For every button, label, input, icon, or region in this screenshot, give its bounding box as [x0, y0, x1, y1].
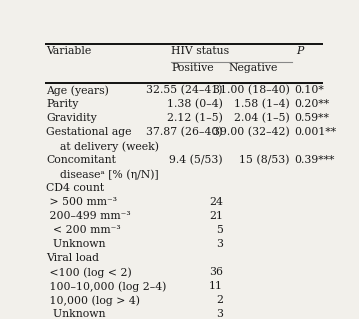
Text: Unknown: Unknown: [46, 309, 106, 319]
Text: 9.4 (5/53): 9.4 (5/53): [169, 155, 223, 165]
Text: 37.87 (26–40): 37.87 (26–40): [146, 127, 223, 137]
Text: P: P: [297, 46, 304, 56]
Text: 0.001**: 0.001**: [294, 127, 336, 137]
Text: 0.10*: 0.10*: [294, 85, 323, 95]
Text: 200–499 mm⁻³: 200–499 mm⁻³: [46, 211, 131, 221]
Text: 24: 24: [209, 197, 223, 207]
Text: 11: 11: [209, 281, 223, 291]
Text: 100–10,000 (log 2–4): 100–10,000 (log 2–4): [46, 281, 167, 292]
Text: HIV status: HIV status: [172, 46, 230, 56]
Text: diseaseᵃ [% (η/N)]: diseaseᵃ [% (η/N)]: [46, 169, 159, 180]
Text: 0.20**: 0.20**: [294, 99, 329, 109]
Text: 39.00 (32–42): 39.00 (32–42): [213, 127, 290, 137]
Text: Parity: Parity: [46, 99, 79, 109]
Text: 31.00 (18–40): 31.00 (18–40): [213, 85, 290, 95]
Text: 36: 36: [209, 267, 223, 277]
Text: 15 (8/53): 15 (8/53): [239, 155, 290, 165]
Text: 21: 21: [209, 211, 223, 221]
Text: 5: 5: [216, 225, 223, 235]
Text: 2: 2: [216, 295, 223, 305]
Text: 2.04 (1–5): 2.04 (1–5): [234, 113, 290, 123]
Text: Viral load: Viral load: [46, 253, 99, 263]
Text: 2.12 (1–5): 2.12 (1–5): [167, 113, 223, 123]
Text: 0.39***: 0.39***: [294, 155, 334, 165]
Text: Concomitant: Concomitant: [46, 155, 116, 165]
Text: 3: 3: [216, 309, 223, 319]
Text: > 500 mm⁻³: > 500 mm⁻³: [46, 197, 117, 207]
Text: 10,000 (log > 4): 10,000 (log > 4): [46, 295, 140, 306]
Text: 3: 3: [216, 239, 223, 249]
Text: Age (years): Age (years): [46, 85, 109, 95]
Text: Positive: Positive: [172, 63, 214, 73]
Text: Gravidity: Gravidity: [46, 113, 97, 123]
Text: < 200 mm⁻³: < 200 mm⁻³: [46, 225, 121, 235]
Text: Variable: Variable: [46, 46, 92, 56]
Text: 32.55 (24–41): 32.55 (24–41): [146, 85, 223, 95]
Text: 1.38 (0–4): 1.38 (0–4): [167, 99, 223, 109]
Text: Unknown: Unknown: [46, 239, 106, 249]
Text: Negative: Negative: [229, 63, 278, 73]
Text: at delivery (week): at delivery (week): [46, 141, 159, 152]
Text: <100 (log < 2): <100 (log < 2): [46, 267, 132, 278]
Text: CD4 count: CD4 count: [46, 183, 104, 193]
Text: 0.59**: 0.59**: [294, 113, 329, 123]
Text: 1.58 (1–4): 1.58 (1–4): [234, 99, 290, 109]
Text: Gestational age: Gestational age: [46, 127, 132, 137]
